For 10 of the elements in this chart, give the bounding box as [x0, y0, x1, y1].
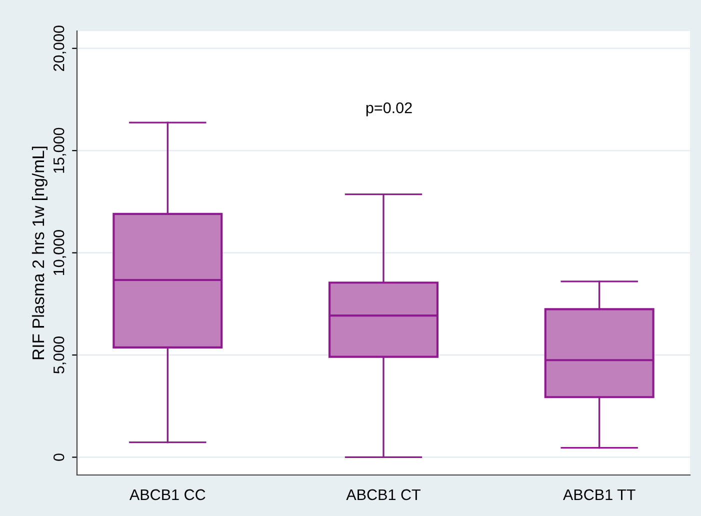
- y-tick-label: 20,000: [53, 26, 66, 71]
- x-tick-label: ABCB1 CT: [346, 489, 421, 500]
- annotation: p=0.02: [366, 102, 412, 116]
- x-tick-label: ABCB1 CC: [129, 489, 206, 500]
- y-tick-label: 10,000: [53, 230, 66, 275]
- y-tick-label: 0: [53, 454, 64, 461]
- y-axis-title: RIF Plasma 2 hrs 1w [ng/mL]: [32, 146, 48, 360]
- y-tick-label: 5,000: [53, 336, 66, 374]
- x-tick-label: ABCB1 TT: [563, 489, 636, 500]
- y-tick-label: 15,000: [53, 128, 66, 173]
